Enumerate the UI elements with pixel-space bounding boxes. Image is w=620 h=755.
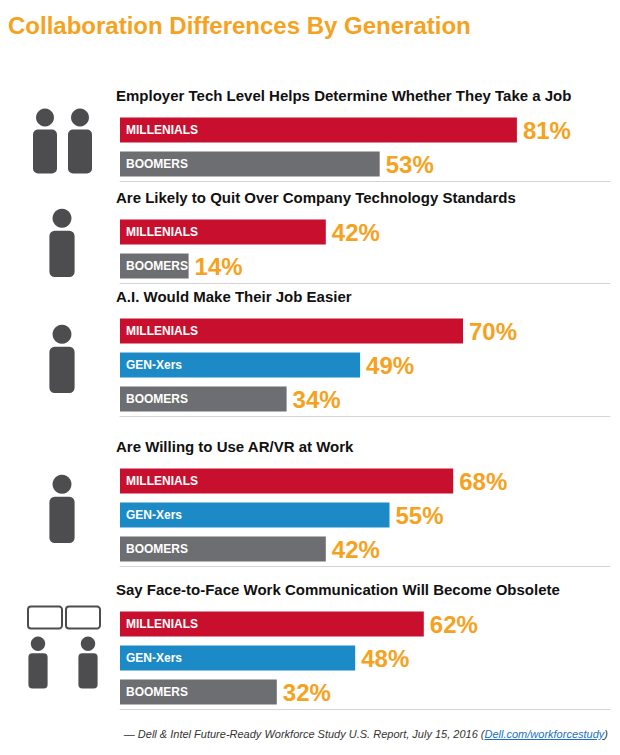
svg-text:BOOMERS: BOOMERS <box>126 685 188 699</box>
svg-text:GEN-Xers: GEN-Xers <box>126 651 182 665</box>
svg-text:Say Face-to-Face Work Communic: Say Face-to-Face Work Communication Will… <box>116 581 560 598</box>
svg-text:MILLENIALS: MILLENIALS <box>126 324 198 338</box>
svg-text:42%: 42% <box>332 219 380 246</box>
svg-text:MILLENIALS: MILLENIALS <box>126 225 198 239</box>
svg-text:48%: 48% <box>361 645 409 672</box>
html-text:— Dell & Intel Future-Ready Wo: — Dell & Intel Future-Ready Workforce St… <box>123 728 608 740</box>
svg-text:BOOMERS: BOOMERS <box>126 157 188 171</box>
svg-text:A.I. Would Make Their Job Easi: A.I. Would Make Their Job Easier <box>116 288 352 305</box>
svg-text:34%: 34% <box>293 386 341 413</box>
svg-text:42%: 42% <box>332 536 380 563</box>
svg-text:62%: 62% <box>430 611 478 638</box>
svg-text:70%: 70% <box>469 318 517 345</box>
svg-text:GEN-Xers: GEN-Xers <box>126 508 182 522</box>
svg-text:32%: 32% <box>283 679 331 706</box>
svg-text:BOOMERS: BOOMERS <box>126 259 188 273</box>
svg-text:81%: 81% <box>523 117 571 144</box>
svg-text:BOOMERS: BOOMERS <box>126 542 188 556</box>
svg-text:55%: 55% <box>396 502 444 529</box>
svg-text:MILLENIALS: MILLENIALS <box>126 123 198 137</box>
svg-text:14%: 14% <box>195 253 243 280</box>
svg-text:Are Willing to Use AR/VR at Wo: Are Willing to Use AR/VR at Work <box>116 438 354 455</box>
svg-text:MILLENIALS: MILLENIALS <box>126 617 198 631</box>
svg-text:49%: 49% <box>366 352 414 379</box>
svg-text:BOOMERS: BOOMERS <box>126 392 188 406</box>
svg-text:Are Likely to Quit Over Compan: Are Likely to Quit Over Company Technolo… <box>116 189 516 206</box>
svg-text:68%: 68% <box>459 468 507 495</box>
html-text:Collaboration Differences By G: Collaboration Differences By Generation <box>8 12 471 39</box>
svg-text:GEN-Xers: GEN-Xers <box>126 358 182 372</box>
svg-text:53%: 53% <box>386 151 434 178</box>
svg-text:Employer Tech Level Helps Dete: Employer Tech Level Helps Determine Whet… <box>116 87 571 104</box>
svg-text:MILLENIALS: MILLENIALS <box>126 474 198 488</box>
